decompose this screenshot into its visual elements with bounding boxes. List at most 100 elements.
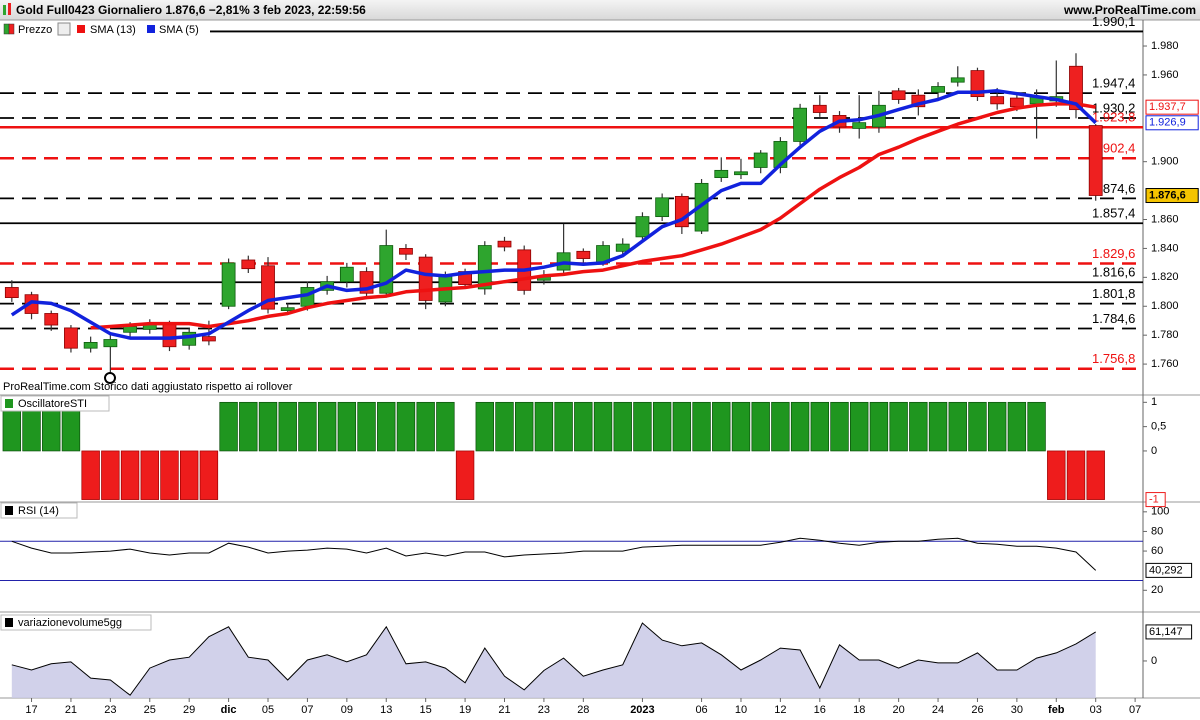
- candle-body: [714, 169, 729, 178]
- candle-body: [64, 327, 78, 349]
- bar: [869, 401, 889, 452]
- panel-title: variazionevolume5gg: [18, 617, 122, 629]
- x-tick-label: feb: [1048, 704, 1065, 716]
- x-tick-label: 20: [893, 704, 905, 716]
- rsi-line: [11, 537, 1097, 571]
- bar: [909, 401, 928, 452]
- bar: [672, 401, 692, 452]
- volume-area: [11, 623, 1096, 698]
- header-icon: [8, 3, 11, 15]
- bar: [1086, 450, 1105, 500]
- candle-body: [399, 248, 413, 255]
- value-box: [1145, 115, 1199, 131]
- header-title: Gold Full0423 Giornaliero 1.876,6 −2,81%…: [16, 3, 366, 17]
- sma-line: [10, 89, 1097, 340]
- value-box: [1145, 624, 1193, 640]
- bar: [357, 401, 376, 452]
- candle-body: [497, 240, 512, 248]
- bar: [160, 450, 179, 500]
- legend-label: SMA (5): [159, 24, 199, 36]
- value-box-label: 1.926,9: [1149, 117, 1186, 129]
- candle-body: [734, 171, 748, 176]
- x-tick-label: 29: [183, 704, 195, 716]
- bar: [219, 401, 238, 452]
- legend-label: SMA (13): [90, 24, 136, 36]
- panel-icon: [5, 399, 13, 408]
- panel-title-bg: [0, 395, 110, 412]
- bar: [534, 401, 554, 452]
- candle-body: [812, 104, 827, 113]
- bar: [317, 401, 337, 452]
- candle-body: [418, 256, 433, 301]
- value-box: [1145, 562, 1193, 578]
- legend-swatch: [77, 25, 85, 33]
- level-label: 1.990,1: [1092, 14, 1135, 29]
- bar: [987, 401, 1007, 452]
- settings-icon[interactable]: [57, 22, 71, 36]
- legend-swatch: [147, 25, 155, 33]
- bar: [239, 401, 258, 452]
- x-tick-label: 23: [538, 704, 550, 716]
- value-box-label: 61,147: [1149, 626, 1183, 638]
- header-site: www.ProRealTime.com: [1063, 3, 1196, 17]
- x-tick-label: 12: [774, 704, 786, 716]
- bar: [199, 450, 219, 500]
- y-tick-label: 1.800: [1151, 300, 1179, 312]
- legend-bg: [0, 21, 210, 37]
- candle-body: [339, 266, 354, 283]
- legend-icon: [3, 23, 10, 35]
- candle-body: [891, 90, 906, 100]
- bar: [140, 450, 159, 500]
- candle-body: [931, 86, 945, 93]
- level-label: 1.923,8: [1092, 110, 1135, 125]
- candle-body: [477, 245, 492, 290]
- bar: [830, 401, 849, 452]
- value-box-label: -1: [1149, 493, 1159, 505]
- x-tick-label: 23: [104, 704, 116, 716]
- candle-body: [753, 152, 768, 168]
- candle-body: [1088, 125, 1103, 196]
- candle-body: [655, 197, 670, 218]
- x-tick-label: 07: [1129, 704, 1141, 716]
- header-icon: [3, 5, 6, 15]
- level-label: 1.756,8: [1092, 351, 1135, 366]
- bar: [377, 401, 396, 452]
- y-tick-label: 20: [1151, 584, 1163, 596]
- bar: [850, 401, 869, 452]
- value-box: [1145, 188, 1199, 204]
- bar: [1027, 401, 1046, 452]
- x-tick-label: 15: [420, 704, 432, 716]
- x-tick-label: 10: [735, 704, 747, 716]
- x-tick-label: 09: [341, 704, 353, 716]
- candle-body: [44, 313, 59, 326]
- candle-body: [576, 250, 591, 259]
- candle-body: [221, 262, 236, 307]
- x-tick-label: 18: [853, 704, 865, 716]
- x-tick-label: 21: [498, 704, 510, 716]
- panel-title: RSI (14): [18, 505, 59, 517]
- candle-body: [241, 259, 256, 270]
- candle-body: [201, 336, 216, 342]
- bar: [712, 401, 731, 452]
- bar: [1007, 401, 1027, 452]
- x-tick-label: 24: [932, 704, 944, 716]
- y-tick-label: 1.780: [1151, 329, 1179, 341]
- level-label: 1.829,6: [1092, 246, 1135, 261]
- y-tick-label: 1.900: [1151, 156, 1179, 168]
- value-box-label: 1.937,7: [1149, 101, 1186, 113]
- y-tick-label: 1.980: [1151, 40, 1179, 52]
- bar: [692, 401, 711, 452]
- bar: [554, 401, 573, 452]
- bar: [810, 401, 830, 452]
- candle-body: [635, 216, 650, 238]
- bar: [633, 401, 652, 452]
- panel-title: OscillatoreSTI: [18, 398, 87, 410]
- level-label: 1.801,8: [1092, 286, 1135, 301]
- x-tick-label: 28: [577, 704, 589, 716]
- panel-title-bg: [0, 614, 152, 631]
- candle-body: [615, 243, 630, 252]
- marker: [104, 372, 116, 384]
- y-tick-label: 1.840: [1151, 242, 1179, 254]
- bar: [593, 401, 613, 452]
